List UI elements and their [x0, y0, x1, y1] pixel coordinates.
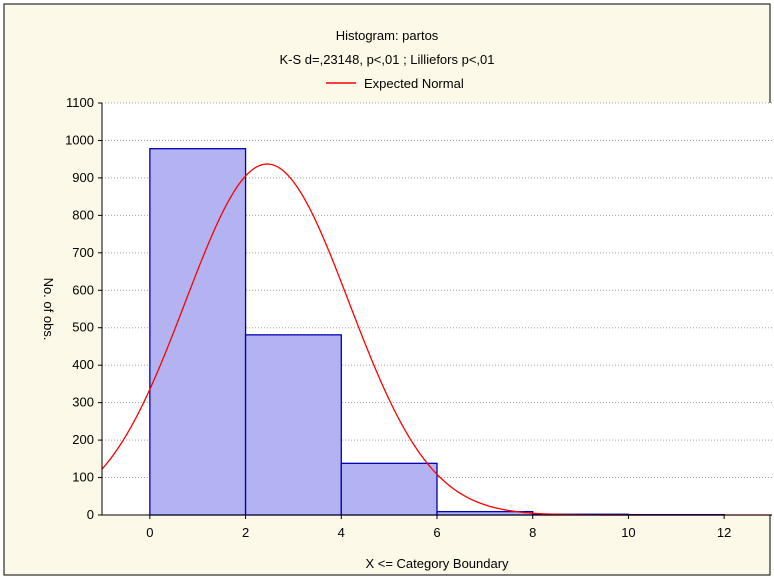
- x-tick-label: 4: [338, 525, 345, 540]
- y-tick-label: 0: [87, 507, 94, 522]
- x-tick-label: 8: [529, 525, 536, 540]
- y-tick-label: 900: [72, 170, 94, 185]
- x-tick-label: 2: [242, 525, 249, 540]
- y-tick-label: 500: [72, 320, 94, 335]
- chart-subtitle: K-S d=,23148, p<,01 ; Lilliefors p<,01: [279, 52, 494, 67]
- x-tick-label: 10: [621, 525, 635, 540]
- histogram-bar: [246, 335, 342, 515]
- x-tick-label: 0: [146, 525, 153, 540]
- x-tick-label: 12: [717, 525, 731, 540]
- y-tick-label: 400: [72, 357, 94, 372]
- y-tick-label: 300: [72, 395, 94, 410]
- histogram-bar: [150, 149, 246, 515]
- legend-label: Expected Normal: [364, 76, 464, 91]
- y-tick-label: 700: [72, 245, 94, 260]
- y-tick-label: 800: [72, 207, 94, 222]
- y-tick-label: 200: [72, 432, 94, 447]
- y-tick-label: 100: [72, 470, 94, 485]
- chart-title: Histogram: partos: [336, 28, 439, 43]
- x-tick-label: 6: [433, 525, 440, 540]
- y-axis-label: No. of obs.: [41, 278, 56, 341]
- x-axis-label: X <= Category Boundary: [365, 556, 509, 571]
- y-tick-label: 1000: [65, 132, 94, 147]
- y-tick-label: 600: [72, 282, 94, 297]
- histogram-bar: [341, 463, 437, 515]
- y-tick-label: 1100: [66, 95, 94, 110]
